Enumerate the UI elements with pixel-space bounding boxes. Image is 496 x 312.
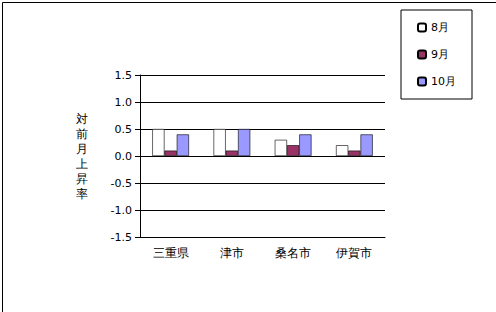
svg-text:対: 対 [76, 112, 88, 126]
svg-text:10月: 10月 [431, 75, 456, 88]
svg-text:-1.5: -1.5 [111, 231, 132, 244]
svg-text:8月: 8月 [431, 21, 449, 34]
svg-text:1.5: 1.5 [115, 69, 133, 82]
svg-text:伊賀市: 伊賀市 [336, 246, 372, 260]
svg-text:桑名市: 桑名市 [275, 246, 311, 260]
svg-text:前: 前 [76, 127, 88, 141]
svg-text:率: 率 [76, 187, 88, 201]
svg-text:0.5: 0.5 [115, 123, 133, 136]
svg-text:津市: 津市 [220, 246, 244, 260]
svg-text:0.0: 0.0 [115, 150, 133, 163]
svg-text:昇: 昇 [76, 172, 88, 186]
svg-text:月: 月 [76, 142, 88, 156]
svg-text:-0.5: -0.5 [111, 177, 132, 190]
svg-text:-1.0: -1.0 [111, 204, 132, 217]
svg-text:三重県: 三重県 [153, 246, 189, 260]
svg-text:上: 上 [76, 157, 88, 171]
svg-text:1.0: 1.0 [115, 96, 133, 109]
svg-text:9月: 9月 [431, 48, 449, 61]
